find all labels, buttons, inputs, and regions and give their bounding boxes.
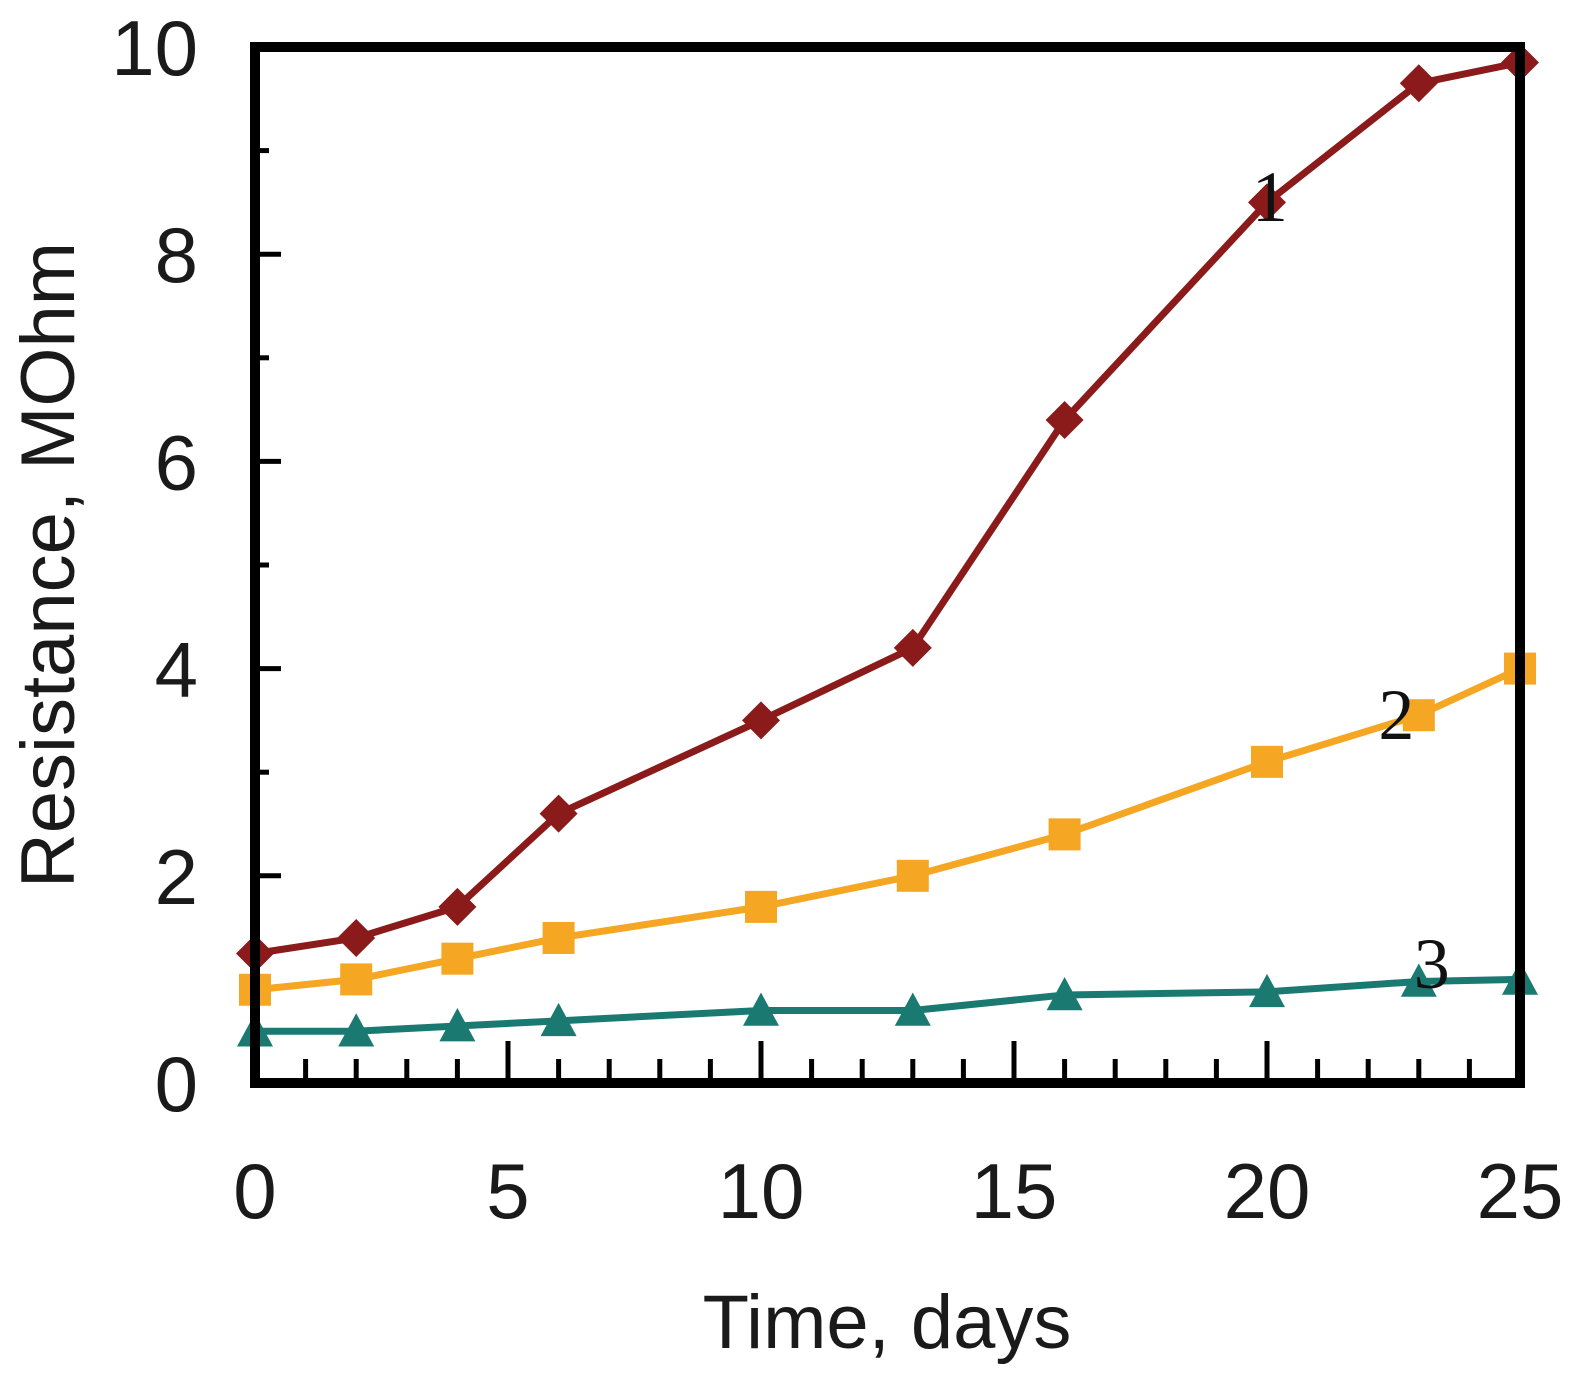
y-tick-label: 10	[111, 4, 198, 92]
series-3-point	[540, 1002, 577, 1037]
plot-frame	[250, 42, 1525, 1088]
series-2-point	[896, 859, 929, 892]
series-3-point	[338, 1013, 375, 1047]
x-tick-label: 0	[233, 1147, 276, 1235]
series-2-point	[1251, 745, 1283, 778]
series-2: 2	[239, 652, 1536, 1006]
series-1-point	[1248, 183, 1286, 222]
series-1-point	[539, 794, 578, 833]
series-1-point	[742, 701, 780, 740]
series-1-label: 1	[1252, 157, 1288, 237]
y-tick-label: 6	[155, 418, 198, 506]
x-tick-label: 20	[1224, 1147, 1311, 1235]
x-tick-label: 25	[1477, 1147, 1564, 1235]
y-axis-label: Resistance, MOhm	[6, 242, 91, 888]
series-3-point	[1046, 976, 1083, 1011]
series-2-label: 2	[1378, 675, 1414, 755]
x-axis-label: Time, days	[703, 1280, 1072, 1365]
series-3-line	[251, 975, 1524, 1035]
x-tick-label: 15	[971, 1147, 1058, 1235]
y-tick-label: 8	[155, 211, 198, 299]
series-2-line	[251, 665, 1524, 994]
series-2-point	[542, 921, 575, 954]
series-3-point	[894, 992, 931, 1026]
series-2-point	[1048, 818, 1081, 851]
series-1-point	[1399, 64, 1438, 103]
series-2-point	[1402, 699, 1435, 732]
series-1-point	[438, 887, 477, 926]
series-1-line	[251, 59, 1524, 957]
series-2-point	[441, 942, 474, 975]
y-tick-label: 2	[155, 833, 198, 921]
series-1-point	[893, 628, 932, 667]
series-1: 1	[236, 43, 1539, 973]
series-3: 3	[237, 924, 1538, 1047]
series-1-point	[1045, 400, 1084, 439]
series-1-point	[337, 918, 376, 957]
series-3-point	[439, 1008, 476, 1042]
series-3-point	[743, 992, 779, 1026]
tick-marks	[252, 44, 1523, 1086]
series-3-point	[1400, 963, 1437, 997]
x-tick-label: 10	[718, 1147, 805, 1235]
series-2-point	[745, 890, 777, 923]
series-2-point	[340, 963, 373, 996]
tick-labels: 0 5 10 15 20 25 0 2 4 6 8 10	[111, 4, 1563, 1235]
series-3-point	[1249, 973, 1285, 1008]
y-tick-label: 4	[155, 626, 198, 714]
series-3-label: 3	[1414, 924, 1450, 1004]
y-tick-label: 0	[155, 1040, 198, 1128]
series-group: 1 2 3	[236, 43, 1539, 1047]
x-tick-label: 5	[486, 1147, 529, 1235]
